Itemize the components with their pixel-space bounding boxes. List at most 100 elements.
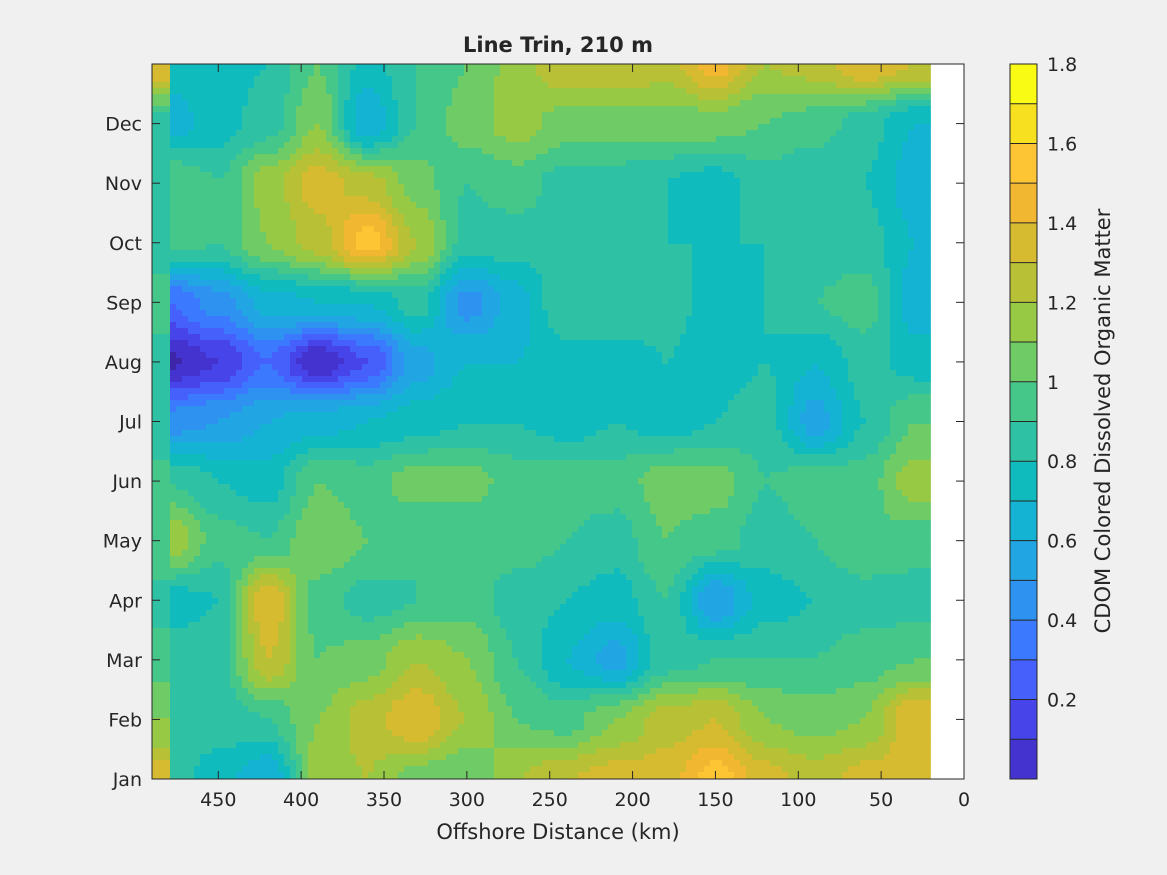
contour-cell <box>662 226 669 233</box>
contour-cell <box>626 190 633 197</box>
contour-cell <box>830 262 837 269</box>
contour-cell <box>752 250 759 257</box>
contour-cell <box>878 106 885 113</box>
contour-cell <box>908 238 915 245</box>
contour-cell <box>650 232 657 239</box>
contour-cell <box>338 220 345 227</box>
contour-cell <box>566 274 573 281</box>
contour-cell <box>338 76 345 83</box>
contour-cell <box>848 226 855 233</box>
contour-cell <box>632 280 639 287</box>
contour-cell <box>284 112 291 119</box>
contour-cell <box>452 94 459 101</box>
contour-cell <box>842 208 849 215</box>
contour-cell <box>716 286 723 293</box>
contour-cell <box>578 172 585 179</box>
contour-cell <box>464 178 471 185</box>
contour-cell <box>338 262 345 269</box>
contour-cell <box>260 220 267 227</box>
contour-cell <box>164 220 171 227</box>
contour-cell <box>560 280 567 287</box>
contour-cell <box>386 124 393 131</box>
contour-cell <box>716 118 723 125</box>
contour-cell <box>620 124 627 131</box>
contour-cell <box>554 106 561 113</box>
contour-cell <box>362 76 369 83</box>
contour-cell <box>728 256 735 263</box>
contour-cell <box>356 256 363 263</box>
contour-cell <box>644 268 651 275</box>
contour-cell <box>542 262 549 269</box>
contour-cell <box>164 166 171 173</box>
contour-cell <box>314 64 321 71</box>
contour-cell <box>566 154 573 161</box>
contour-cell <box>164 160 171 167</box>
contour-cell <box>794 64 801 71</box>
contour-cell <box>254 94 261 101</box>
contour-cell <box>626 76 633 83</box>
contour-cell <box>272 208 279 215</box>
contour-cell <box>722 280 729 287</box>
contour-cell <box>464 154 471 161</box>
contour-cell <box>170 286 177 293</box>
contour-cell <box>446 280 453 287</box>
contour-cell <box>278 172 285 179</box>
contour-cell <box>284 202 291 209</box>
contour-cell <box>686 244 693 251</box>
contour-cell <box>224 184 231 191</box>
contour-cell <box>758 256 765 263</box>
contour-cell <box>176 214 183 221</box>
contour-cell <box>194 202 201 209</box>
contour-cell <box>866 142 873 149</box>
contour-cell <box>416 124 423 131</box>
contour-cell <box>296 172 303 179</box>
contour-cell <box>734 220 741 227</box>
contour-cell <box>386 292 393 299</box>
contour-cell <box>242 160 249 167</box>
contour-cell <box>662 256 669 263</box>
contour-cell <box>710 184 717 191</box>
contour-cell <box>512 268 519 275</box>
contour-cell <box>506 64 513 71</box>
contour-cell <box>362 280 369 287</box>
contour-cell <box>434 232 441 239</box>
contour-cell <box>422 142 429 149</box>
contour-cell <box>434 292 441 299</box>
contour-cell <box>320 226 327 233</box>
contour-cell <box>392 94 399 101</box>
contour-cell <box>404 190 411 197</box>
contour-cell <box>740 118 747 125</box>
contour-cell <box>602 64 609 71</box>
contour-cell <box>764 166 771 173</box>
contour-cell <box>620 268 627 275</box>
contour-cell <box>218 88 225 95</box>
contour-cell <box>854 172 861 179</box>
contour-cell <box>452 166 459 173</box>
contour-cell <box>182 118 189 125</box>
contour-cell <box>578 202 585 209</box>
contour-cell <box>920 244 927 251</box>
contour-cell <box>410 124 417 131</box>
contour-cell <box>746 112 753 119</box>
contour-cell <box>896 208 903 215</box>
contour-cell <box>554 94 561 101</box>
contour-cell <box>674 202 681 209</box>
contour-cell <box>194 262 201 269</box>
contour-cell <box>338 292 345 299</box>
contour-cell <box>620 82 627 89</box>
contour-cell <box>818 70 825 77</box>
contour-cell <box>896 136 903 143</box>
contour-cell <box>656 154 663 161</box>
contour-cell <box>404 106 411 113</box>
contour-cell <box>464 244 471 251</box>
contour-cell <box>410 76 417 83</box>
contour-cell <box>770 154 777 161</box>
contour-cell <box>278 130 285 137</box>
contour-cell <box>266 238 273 245</box>
contour-cell <box>452 64 459 71</box>
contour-cell <box>158 292 165 299</box>
contour-cell <box>302 70 309 77</box>
contour-cell <box>728 202 735 209</box>
contour-cell <box>728 268 735 275</box>
contour-cell <box>158 118 165 125</box>
